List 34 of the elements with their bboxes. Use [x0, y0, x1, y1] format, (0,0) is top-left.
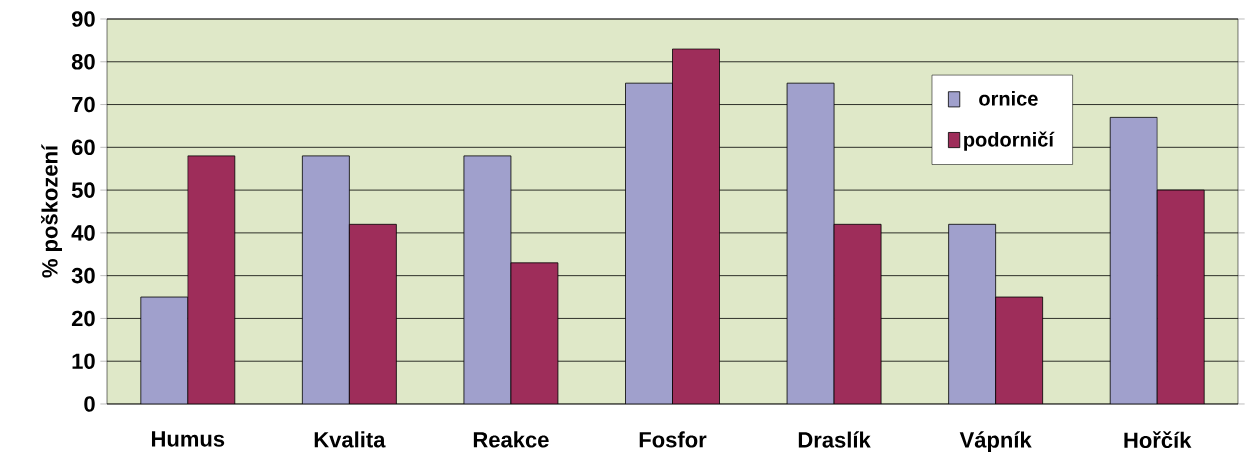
bar: [625, 82, 673, 404]
bar: [348, 223, 397, 404]
y-tick-label: 0: [84, 396, 95, 412]
bar: [140, 296, 189, 404]
y-tick-label: 20: [71, 310, 95, 327]
legend-label: podorničí: [964, 131, 1055, 151]
bar: [672, 48, 720, 404]
x-tick-label: Fosfor: [639, 431, 707, 448]
legend-label: ornice: [979, 91, 1038, 106]
bar: [995, 296, 1044, 404]
y-tick-label: 40: [71, 225, 95, 241]
y-tick-label: 30: [71, 267, 95, 284]
y-axis-title: % poškození: [41, 144, 63, 278]
x-tick-label: Draslík: [798, 431, 871, 448]
bar: [948, 223, 997, 404]
bar: [1156, 189, 1205, 404]
bar: [510, 262, 559, 404]
y-tick-label: 70: [72, 96, 95, 113]
bar: [833, 223, 882, 404]
x-tick-label: Kvalita: [314, 431, 386, 448]
x-tick-label: Humus: [151, 431, 225, 447]
y-tick-label: 10: [72, 353, 95, 369]
y-tick-label: 90: [71, 11, 95, 27]
bar: [187, 155, 236, 404]
bar: [463, 155, 512, 404]
y-tick-label: 60: [71, 139, 95, 156]
y-tick-label: 80: [71, 53, 95, 70]
x-tick-label: Hořčík: [1124, 431, 1192, 448]
bar: [1109, 116, 1158, 404]
x-tick-label: Reakce: [473, 431, 549, 448]
bar: [301, 155, 350, 404]
bar: [786, 82, 835, 404]
x-tick-label: Vápník: [959, 431, 1032, 453]
y-tick-label: 50: [71, 182, 95, 198]
